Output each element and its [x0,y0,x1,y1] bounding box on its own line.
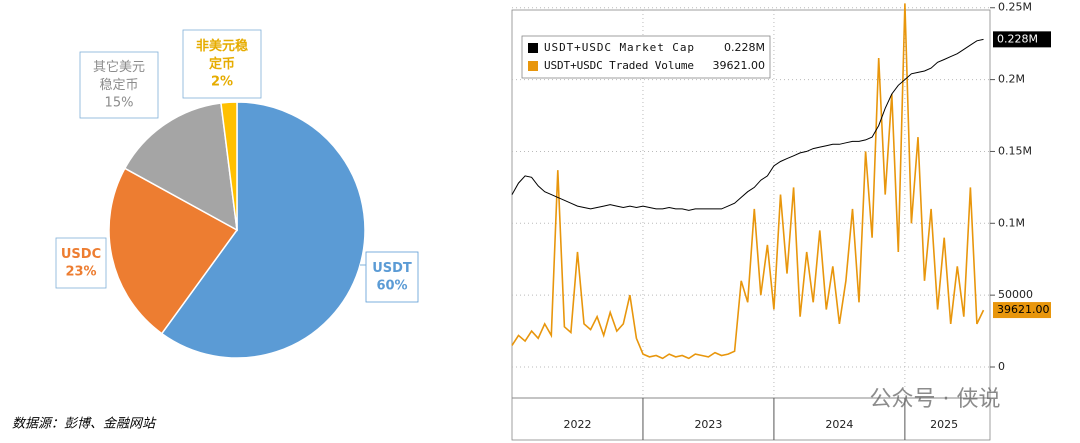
label-box [365,251,419,303]
last-value-label: 0.228M [997,32,1038,45]
value-label: 23% [65,265,96,280]
x-tick-label: 2022 [563,418,591,431]
value-label: 60% [376,279,407,294]
legend-label: USDT+USDC Market Cap [544,41,694,54]
watermark: 公众号 · 侠说 [870,387,1001,412]
label-line: 定币 [208,56,235,72]
label-line: USDT [372,261,412,276]
legend-value: 39621.00 [713,59,766,72]
y-tick-label: 0.1M [998,216,1025,229]
y-tick-label: 0.25M [998,1,1032,14]
legend-value: 0.228M [724,41,765,54]
x-tick-label: 2024 [825,418,853,431]
legend-box [521,35,771,79]
label-line: 稳定币 [99,77,138,93]
category-label: USDC [61,247,101,262]
series-line [511,38,984,211]
category-label: 其它美元稳定币 [93,59,145,93]
pie-slice [108,167,239,335]
y-tick-label: 50000 [998,288,1033,301]
value-label: 2% [211,75,233,90]
y-tick-label: 0.2M [998,73,1025,86]
category-label: USDT [372,261,412,276]
x-tick-label: 2023 [694,418,722,431]
y-tick-label: 0.15M [998,144,1032,157]
y-tick-label: 0 [998,360,1005,373]
pie-slice [160,101,366,359]
plot-frame [511,9,991,441]
last-value-label: 39621.00 [997,303,1050,316]
legend-swatch [528,61,538,71]
pie-slice [220,101,238,231]
source-note: 数据源：彭博、金融网站 [12,416,157,432]
label-line: 非美元稳 [196,38,248,54]
label-line: USDC [61,247,101,262]
category-label: 非美元稳定币 [196,38,248,72]
label-box [182,29,262,99]
label-box [55,237,107,289]
legend-label: USDT+USDC Traded Volume [544,59,694,72]
value-label: 15% [105,96,134,111]
series-line [511,3,985,360]
x-tick-label: 2025 [930,418,958,431]
label-line: 其它美元 [93,59,145,75]
legend-swatch [528,43,538,53]
pie-slice [123,102,238,232]
label-box [79,51,159,119]
last-value-tag [993,302,1051,319]
last-value-tag [993,31,1051,48]
